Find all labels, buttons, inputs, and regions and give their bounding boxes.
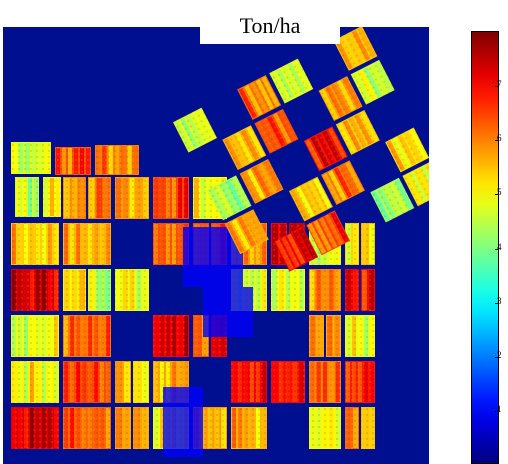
field-speckle xyxy=(361,269,375,311)
colorbar-tick-label: 2 xyxy=(497,349,502,360)
field-speckle xyxy=(345,269,359,311)
field-speckle xyxy=(345,315,375,357)
field-speckle xyxy=(95,145,139,175)
field-speckle xyxy=(63,177,86,219)
field-speckle xyxy=(224,209,269,255)
field-speckle xyxy=(63,269,86,311)
field-speckle xyxy=(309,407,341,449)
field-speckle xyxy=(303,126,348,172)
colorbar-tick-label: 3 xyxy=(497,295,502,306)
colorbar-tick-label: 7 xyxy=(497,79,502,90)
map-title: Ton/ha xyxy=(200,8,340,44)
field-speckle xyxy=(345,361,375,403)
field-speckle xyxy=(133,361,149,403)
field-speckle xyxy=(370,177,415,223)
colorbar-tick xyxy=(495,410,498,412)
field-speckle xyxy=(11,361,59,403)
yield-map-canvas xyxy=(11,27,429,457)
colorbar-tick xyxy=(495,86,498,88)
field-speckle xyxy=(11,269,59,311)
field-speckle xyxy=(11,315,59,357)
field-speckle xyxy=(88,177,111,219)
field-speckle xyxy=(306,210,351,256)
colorbar-tick-label: 4 xyxy=(497,241,502,252)
field-speckle xyxy=(345,407,359,449)
field-speckle xyxy=(274,226,319,272)
field-speckle xyxy=(309,315,324,357)
field-speckle xyxy=(239,159,284,204)
field-speckle xyxy=(63,223,111,265)
field-speckle xyxy=(318,76,363,121)
field-speckle xyxy=(115,407,131,449)
field-speckle xyxy=(55,147,91,175)
colorbar-tick xyxy=(495,140,498,142)
colorbar-tick-label: 1 xyxy=(497,403,502,414)
fields-south-block xyxy=(11,142,375,457)
field-speckle xyxy=(333,27,378,71)
field-speckle xyxy=(385,127,429,173)
field-speckle xyxy=(153,315,189,357)
colorbar-tick xyxy=(495,302,498,304)
field-speckle xyxy=(335,110,380,155)
field-speckle xyxy=(222,125,267,171)
field-speckle xyxy=(350,59,395,105)
field-speckle xyxy=(15,177,39,217)
colorbar xyxy=(471,31,499,464)
field-speckle xyxy=(231,361,267,403)
field-speckle xyxy=(254,108,299,154)
field-speckle xyxy=(309,269,341,311)
field-speckle xyxy=(361,223,375,265)
field-speckle xyxy=(11,223,59,265)
field-speckle xyxy=(309,361,341,403)
field-speckle xyxy=(321,160,365,206)
field-speckle xyxy=(269,58,314,104)
field-speckle xyxy=(11,407,59,449)
field-speckle xyxy=(271,361,305,403)
field-speckle xyxy=(402,161,429,207)
field-speckle xyxy=(361,407,375,449)
field-speckle xyxy=(326,315,341,357)
field-speckle xyxy=(345,223,359,265)
field-speckle xyxy=(288,176,333,222)
field-speckle xyxy=(63,315,111,357)
low-yield-area xyxy=(163,387,203,457)
colorbar-tick xyxy=(495,356,498,358)
field-speckle xyxy=(115,361,131,403)
colorbar-tick xyxy=(495,248,498,250)
field-speckle xyxy=(133,407,149,449)
field-speckle xyxy=(11,142,51,174)
field-speckle xyxy=(88,269,111,311)
colorbar-tick xyxy=(495,194,498,196)
fields-northeast-block xyxy=(173,27,429,272)
field-speckle xyxy=(43,177,61,217)
yield-map xyxy=(3,27,429,464)
field-speckle xyxy=(153,177,189,219)
field-speckle xyxy=(237,74,282,120)
field-speckle xyxy=(115,177,149,219)
colorbar-tick-label: 6 xyxy=(497,133,502,144)
field-speckle xyxy=(63,407,111,449)
field-speckle xyxy=(115,269,149,311)
field-speckle xyxy=(271,269,305,311)
field-speckle xyxy=(63,361,111,403)
field-speckle xyxy=(207,175,252,221)
field-speckle xyxy=(231,407,267,449)
low-yield-area xyxy=(203,287,253,337)
colorbar-tick-label: 5 xyxy=(497,187,502,198)
field-speckle xyxy=(173,107,217,153)
